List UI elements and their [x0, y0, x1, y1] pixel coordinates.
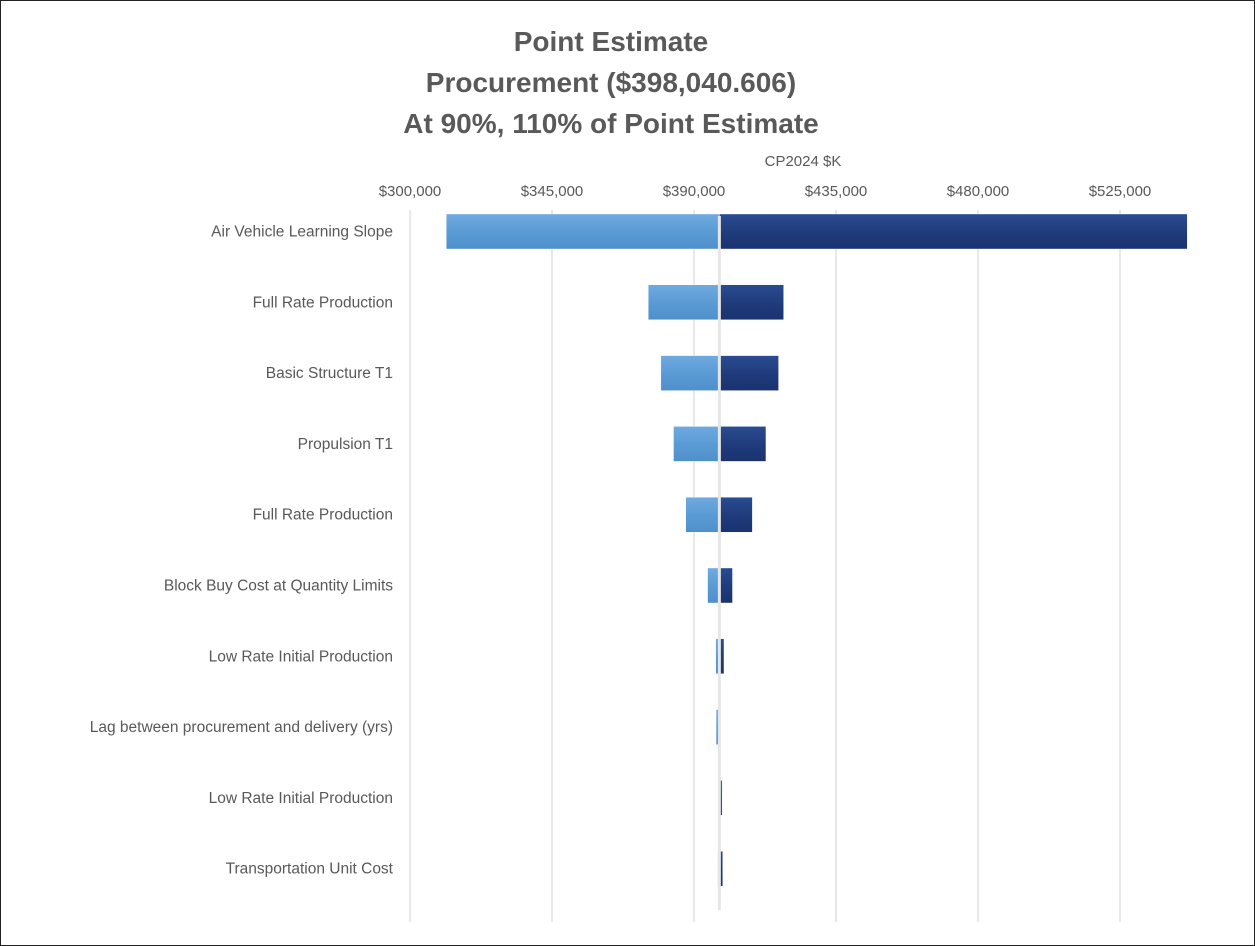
bar-high [719, 497, 753, 533]
chart-title-line-3: At 90%, 110% of Point Estimate [403, 108, 819, 139]
category-label: Block Buy Cost at Quantity Limits [164, 578, 393, 595]
x-tick-label: $480,000 [947, 183, 1010, 200]
bar-high [719, 567, 733, 604]
category-label: Basic Structure T1 [266, 365, 393, 382]
bar-high [719, 284, 784, 320]
grid-layer [409, 210, 1121, 922]
bar-low [446, 213, 720, 250]
bar-low [707, 567, 720, 604]
bar-high [719, 213, 1188, 250]
category-label: Air Vehicle Learning Slope [211, 224, 393, 241]
tick-layer: $300,000 $345,000 $390,000 $435,000 $480,000… [379, 183, 1152, 200]
x-tick-label: $525,000 [1089, 183, 1152, 200]
x-tick-label: $435,000 [805, 183, 868, 200]
category-label: Low Rate Initial Production [209, 790, 393, 807]
bar-layer [446, 213, 1188, 910]
category-label: Low Rate Initial Production [209, 648, 393, 665]
bar-high [719, 355, 779, 391]
chart-title-line-1: Point Estimate [513, 26, 709, 57]
chart-title-line-2: Procurement ($398,040.606) [425, 67, 797, 98]
category-label: Lag between procurement and delivery (yr… [90, 719, 393, 736]
x-tick-label: $345,000 [521, 183, 584, 200]
axis-title: CP2024 $K [765, 153, 842, 170]
category-label: Propulsion T1 [298, 436, 393, 453]
category-label: Full Rate Production [253, 294, 393, 311]
category-label: Full Rate Production [253, 507, 393, 524]
category-label: Transportation Unit Cost [226, 861, 394, 878]
bar-low [685, 497, 720, 533]
label-layer: Air Vehicle Learning Slope Full Rate Prod… [90, 224, 394, 878]
bar-low [648, 284, 720, 320]
chart-title: Point Estimate Procurement ($398,040.606… [1, 21, 1221, 144]
bar-high [719, 426, 767, 462]
x-tick-label: $300,000 [379, 183, 442, 200]
bar-low [673, 426, 720, 462]
bar-low [660, 355, 720, 391]
x-tick-label: $390,000 [663, 183, 726, 200]
